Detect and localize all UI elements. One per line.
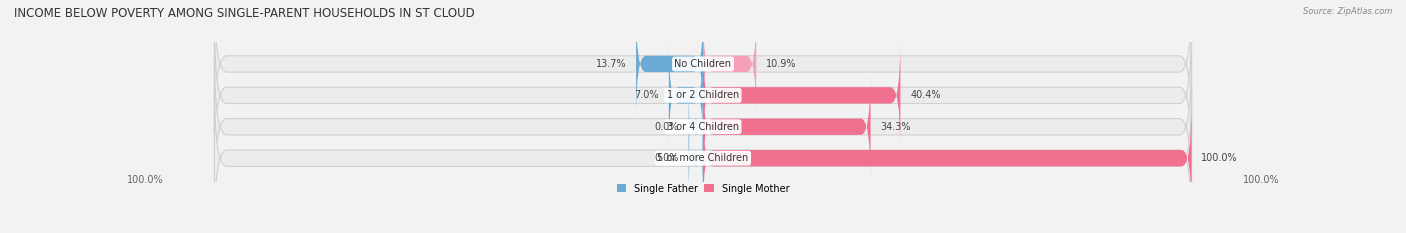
FancyBboxPatch shape — [703, 41, 900, 150]
Text: 100.0%: 100.0% — [1201, 153, 1237, 163]
FancyBboxPatch shape — [689, 88, 703, 166]
Text: Source: ZipAtlas.com: Source: ZipAtlas.com — [1302, 7, 1392, 16]
Text: 100.0%: 100.0% — [1243, 175, 1279, 185]
FancyBboxPatch shape — [215, 56, 1191, 197]
Text: 0.0%: 0.0% — [654, 122, 679, 132]
Text: 34.3%: 34.3% — [880, 122, 911, 132]
Text: 0.0%: 0.0% — [654, 153, 679, 163]
Text: No Children: No Children — [675, 59, 731, 69]
FancyBboxPatch shape — [636, 9, 703, 119]
FancyBboxPatch shape — [703, 72, 870, 182]
Text: 5 or more Children: 5 or more Children — [658, 153, 748, 163]
FancyBboxPatch shape — [215, 88, 1191, 229]
Text: 100.0%: 100.0% — [127, 175, 163, 185]
Text: 10.9%: 10.9% — [766, 59, 797, 69]
FancyBboxPatch shape — [215, 25, 1191, 166]
FancyBboxPatch shape — [215, 0, 1191, 134]
FancyBboxPatch shape — [669, 41, 703, 150]
Text: 3 or 4 Children: 3 or 4 Children — [666, 122, 740, 132]
FancyBboxPatch shape — [703, 9, 756, 119]
FancyBboxPatch shape — [689, 119, 703, 197]
Text: 40.4%: 40.4% — [910, 90, 941, 100]
Legend: Single Father, Single Mother: Single Father, Single Mother — [617, 184, 789, 194]
FancyBboxPatch shape — [703, 103, 1191, 213]
Text: 13.7%: 13.7% — [596, 59, 626, 69]
Text: 1 or 2 Children: 1 or 2 Children — [666, 90, 740, 100]
Text: 7.0%: 7.0% — [634, 90, 659, 100]
Text: INCOME BELOW POVERTY AMONG SINGLE-PARENT HOUSEHOLDS IN ST CLOUD: INCOME BELOW POVERTY AMONG SINGLE-PARENT… — [14, 7, 475, 20]
